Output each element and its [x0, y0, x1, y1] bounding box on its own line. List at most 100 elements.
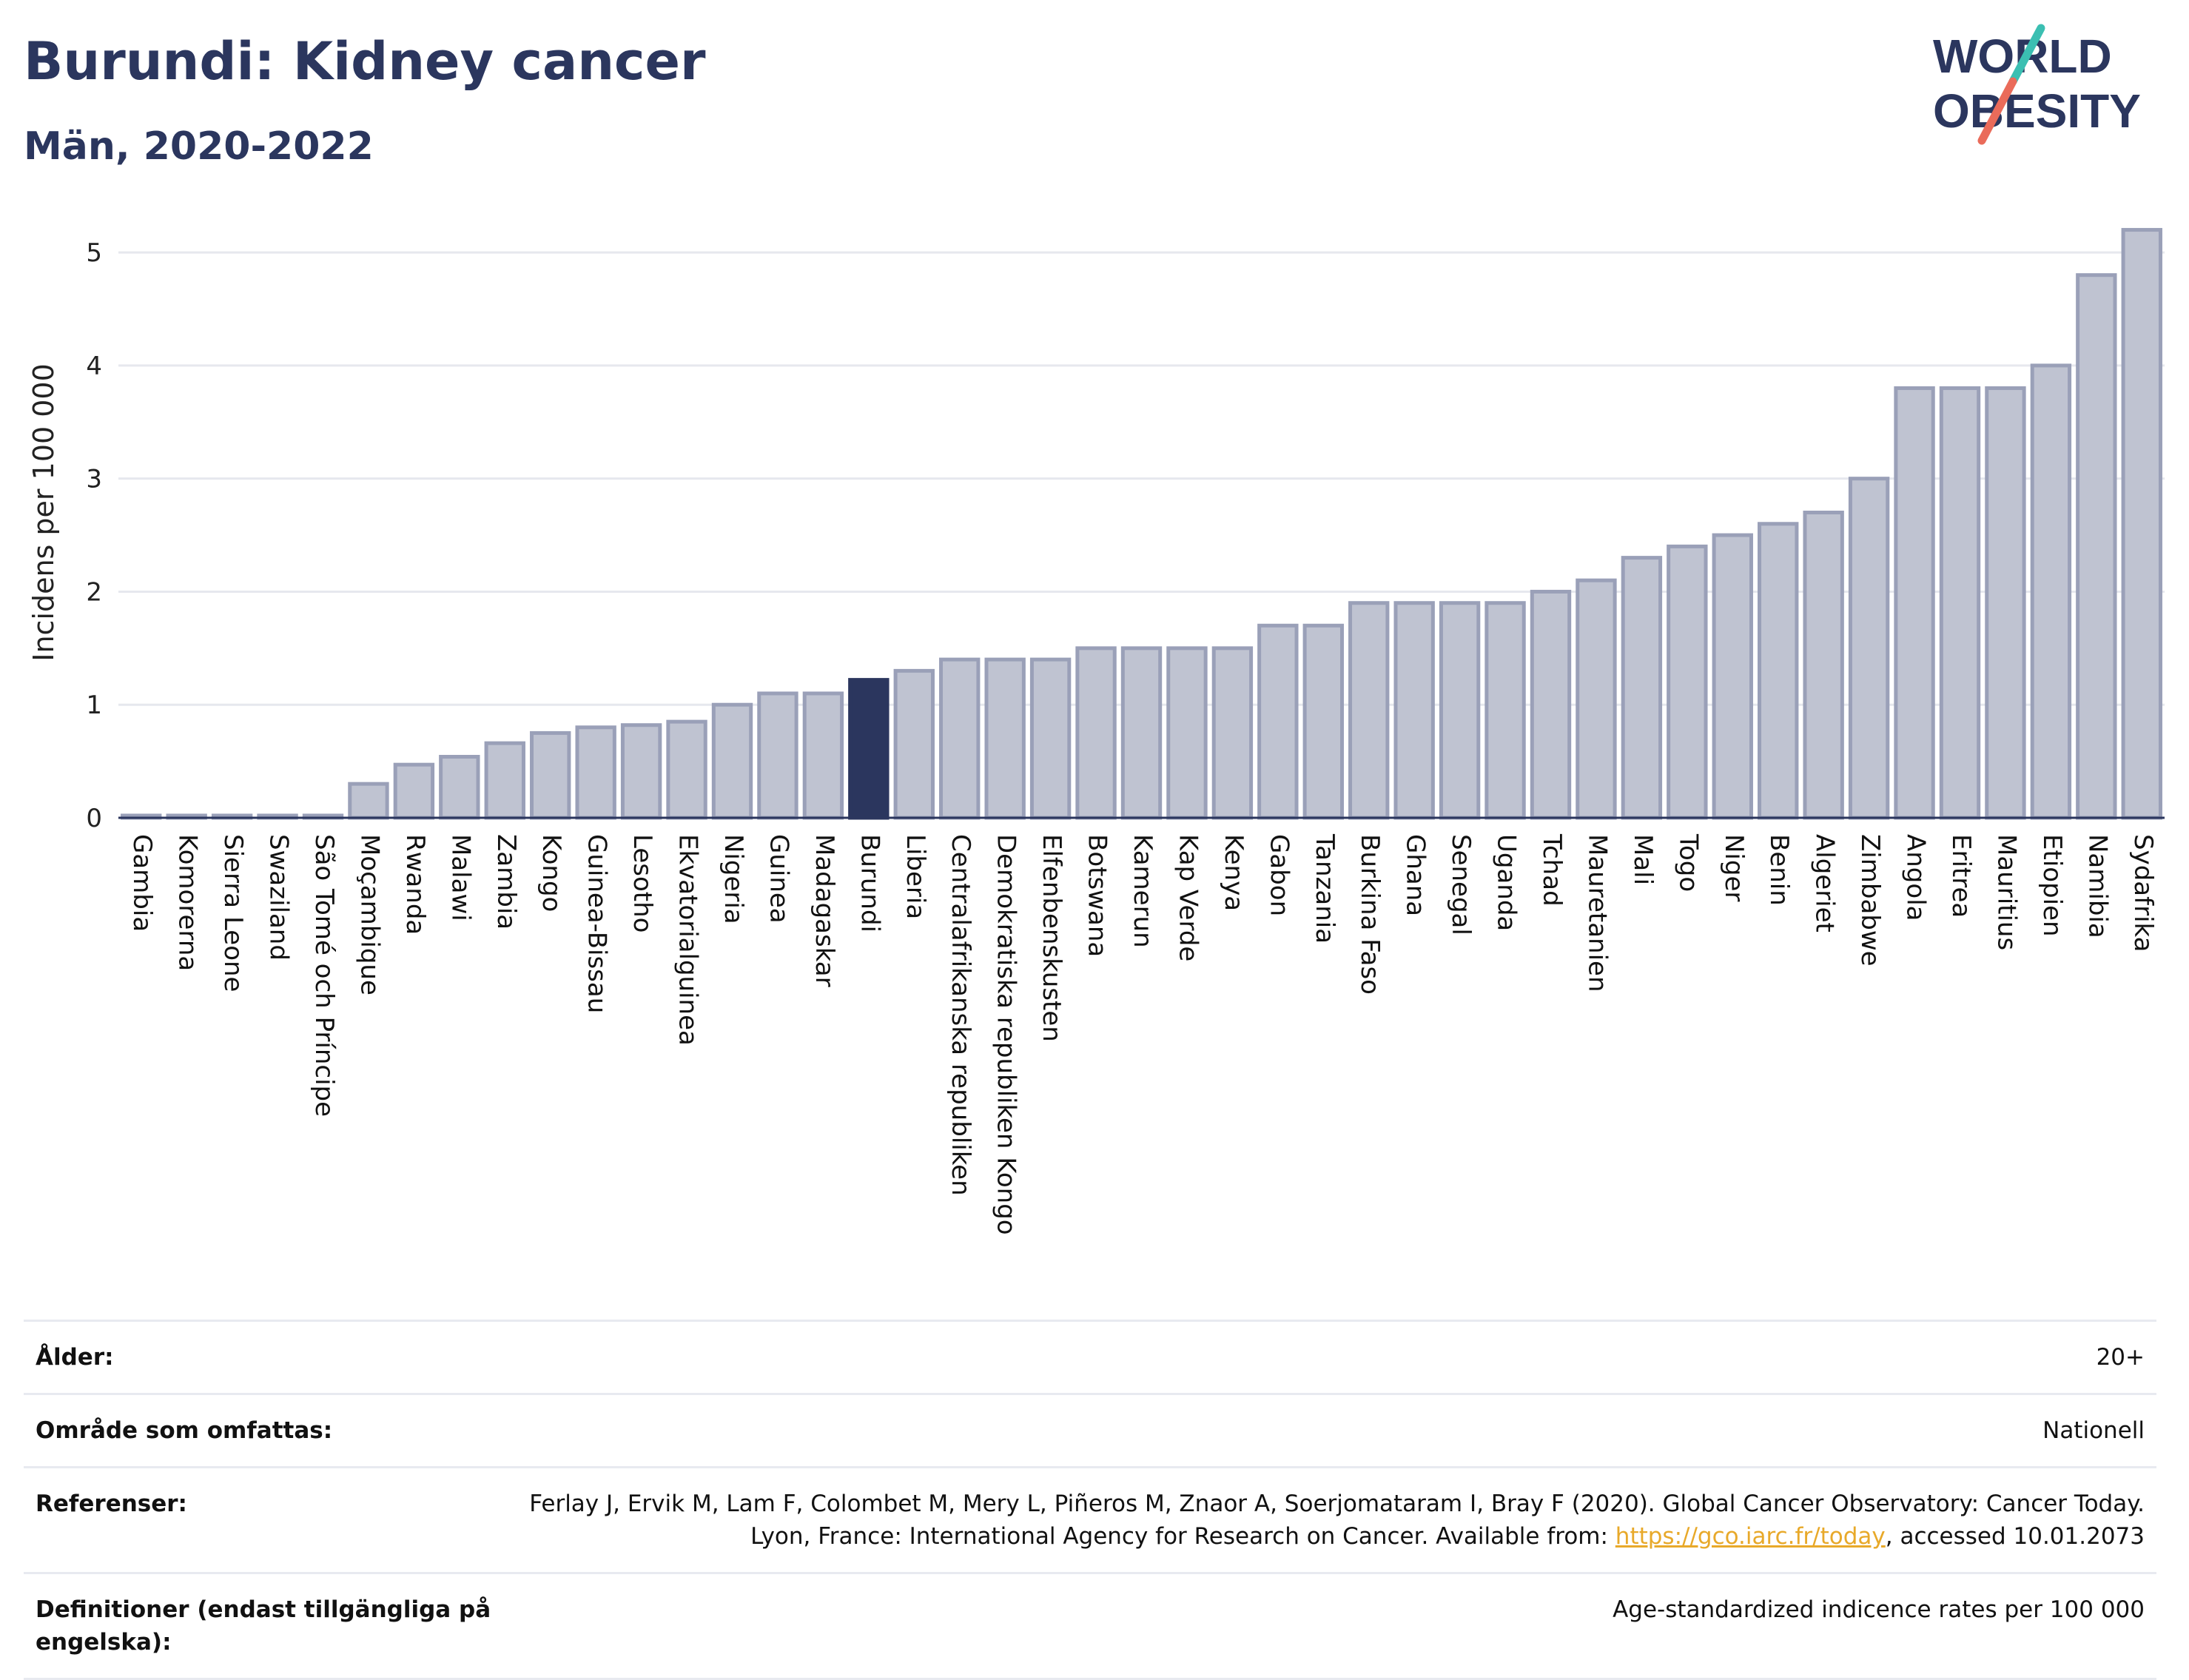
bar	[575, 725, 616, 820]
bar	[2076, 273, 2117, 820]
reference-link[interactable]: https://gco.iarc.fr/today	[1615, 1523, 1886, 1550]
bar	[802, 691, 844, 820]
x-tick-label: Gambia	[127, 834, 157, 932]
x-tick-label: Tanzania	[1310, 833, 1339, 944]
meta-row-definitions: Definitioner (endast tillgängliga på eng…	[24, 1572, 2156, 1680]
x-tick-label: Ghana	[1401, 834, 1430, 916]
x-tick-label: Niger	[1719, 834, 1749, 901]
bar	[1894, 386, 1935, 820]
bar	[1211, 646, 1254, 820]
bar	[1848, 477, 1890, 820]
bar	[1029, 657, 1072, 820]
bar	[1621, 556, 1663, 820]
x-tick-label: Malawi	[445, 834, 475, 921]
x-tick-label: Algeriet	[1810, 834, 1840, 933]
x-tick-label: São Tomé och Príncipe	[309, 834, 339, 1117]
bar	[757, 691, 798, 820]
reference-accessed: , accessed 10.01.2073	[1885, 1523, 2145, 1550]
x-tick-label: Angola	[1901, 834, 1931, 921]
reference-text: Ferlay J, Ervik M, Lam F, Colombet M, Me…	[529, 1491, 2145, 1550]
y-tick-label: 3	[86, 465, 102, 494]
x-tick-label: Botswana	[1083, 834, 1112, 957]
y-tick-label: 2	[86, 577, 102, 607]
bar	[1576, 578, 1617, 820]
meta-row-references: Referenser: Ferlay J, Ervik M, Lam F, Co…	[24, 1466, 2156, 1572]
x-tick-label: Kongo	[537, 834, 566, 912]
x-tick-label: Elfenbenskusten	[1037, 834, 1066, 1042]
bar	[1302, 623, 1344, 820]
meta-label: Ålder:	[36, 1344, 114, 1371]
y-axis-title: Incidens per 100 000	[27, 363, 60, 662]
meta-value: Nationell	[2042, 1417, 2145, 1444]
x-tick-label: Burundi	[855, 834, 884, 933]
meta-row-age: Ålder: 20+	[24, 1320, 2156, 1393]
y-tick-label: 5	[86, 238, 102, 268]
metadata-table: Ålder: 20+ Område som omfattas: Nationel…	[24, 1320, 2156, 1680]
x-tick-label: Kenya	[1219, 834, 1248, 911]
x-tick-label: Liberia	[901, 834, 930, 919]
bar-chart: 0 1 2 3 4 5 Incidens per 100 000 Gambia Komorern…	[27, 228, 2165, 1235]
x-tick-label: Moçambique	[354, 834, 384, 995]
x-tick-label: Mauritius	[1991, 834, 2021, 950]
x-tick-label: Guinea-Bissau	[582, 834, 612, 1013]
bar	[711, 702, 753, 820]
meta-label: Referenser:	[36, 1491, 187, 1517]
x-tick-label: Uganda	[1492, 834, 1521, 931]
bar	[1985, 386, 2026, 820]
x-tick-label: Burkina Faso	[1355, 834, 1385, 995]
x-tick-label: Zambia	[491, 834, 521, 930]
bar	[1120, 646, 1163, 820]
x-tick-label: Demokratiska republiken Kongo	[992, 834, 1021, 1235]
bar	[1075, 646, 1117, 820]
x-tick-label: Zimbabwe	[1855, 834, 1885, 967]
bar	[848, 678, 890, 820]
bar	[1393, 601, 1435, 820]
bar	[1667, 544, 1708, 820]
logo-slash-bottom	[1977, 77, 2017, 145]
chart-subtitle: Män, 2020-2022	[24, 124, 374, 169]
x-tick-label: Mauretanien	[1582, 834, 1612, 992]
meta-value: Ferlay J, Ervik M, Lam F, Colombet M, Me…	[509, 1488, 2145, 1553]
x-tick-label: Madagaskar	[810, 834, 839, 987]
logo-line-2: OBESITY	[1933, 84, 2141, 138]
bar	[666, 719, 707, 820]
bar	[1439, 601, 1481, 820]
x-tick-label: Guinea	[764, 834, 793, 924]
meta-label: Område som omfattas:	[36, 1417, 333, 1444]
x-tick-label: Togo	[1673, 833, 1703, 892]
bar	[348, 782, 389, 820]
x-tick-label: Nigeria	[719, 834, 748, 924]
meta-label: Definitioner (endast tillgängliga på eng…	[36, 1596, 491, 1656]
x-tick-label: Komorerna	[173, 834, 203, 971]
bar	[484, 741, 525, 820]
x-tick-label: Senegal	[1446, 834, 1476, 935]
logo-slash-top	[2008, 24, 2045, 86]
x-tick-label: Tchad	[1537, 833, 1567, 907]
bar	[439, 755, 480, 820]
x-tick-label: Swaziland	[264, 834, 294, 961]
x-tick-label: Kamerun	[1128, 834, 1157, 948]
y-tick-label: 4	[86, 352, 102, 381]
meta-value: 20+	[2096, 1344, 2145, 1371]
x-tick-label: Lesotho	[628, 834, 657, 933]
bar	[1939, 386, 1981, 820]
x-tick-label: Sydafrika	[2128, 834, 2158, 952]
y-tick-label: 1	[86, 691, 102, 720]
bar	[1803, 511, 1844, 820]
x-tick-label: Sierra Leone	[218, 834, 248, 992]
bar	[1257, 623, 1299, 820]
x-tick-label: Eritrea	[1946, 834, 1976, 918]
x-tick-label: Namibia	[2082, 834, 2112, 938]
bar	[1484, 601, 1526, 820]
x-tick-label: Gabon	[1264, 834, 1294, 916]
x-tick-label: Benin	[1764, 834, 1794, 906]
bar	[1712, 533, 1753, 820]
bar	[1758, 522, 1799, 820]
x-tick-label: Centralafrikanska republiken	[946, 834, 975, 1196]
bar	[2030, 363, 2072, 820]
x-tick-label: Kap Verde	[1173, 834, 1203, 961]
x-tick-label: Ekvatorialguinea	[673, 834, 703, 1046]
bar	[1530, 589, 1572, 820]
chart-title: Burundi: Kidney cancer	[24, 31, 706, 92]
bar	[2121, 228, 2162, 820]
